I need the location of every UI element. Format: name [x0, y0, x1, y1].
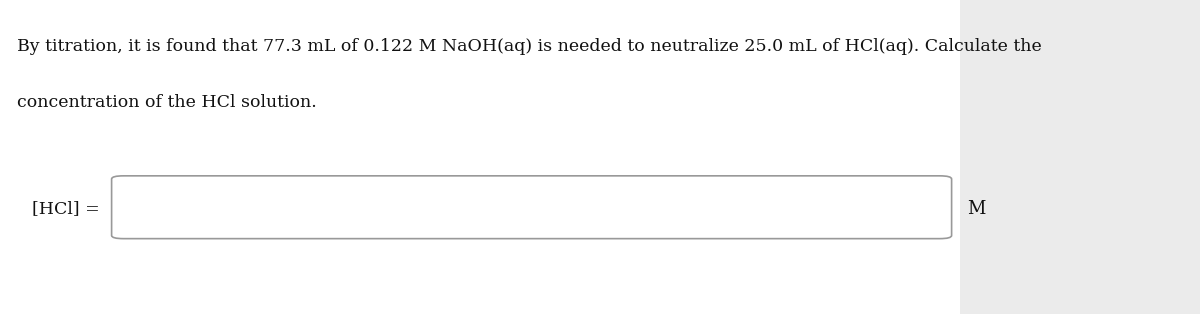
Text: [HCl] =: [HCl] =: [32, 200, 100, 217]
FancyBboxPatch shape: [112, 176, 952, 239]
Text: M: M: [967, 200, 985, 218]
Text: concentration of the HCl solution.: concentration of the HCl solution.: [17, 94, 317, 111]
Text: By titration, it is found that 77.3 mL of 0.122 M NaOH(aq) is needed to neutrali: By titration, it is found that 77.3 mL o…: [17, 38, 1042, 55]
